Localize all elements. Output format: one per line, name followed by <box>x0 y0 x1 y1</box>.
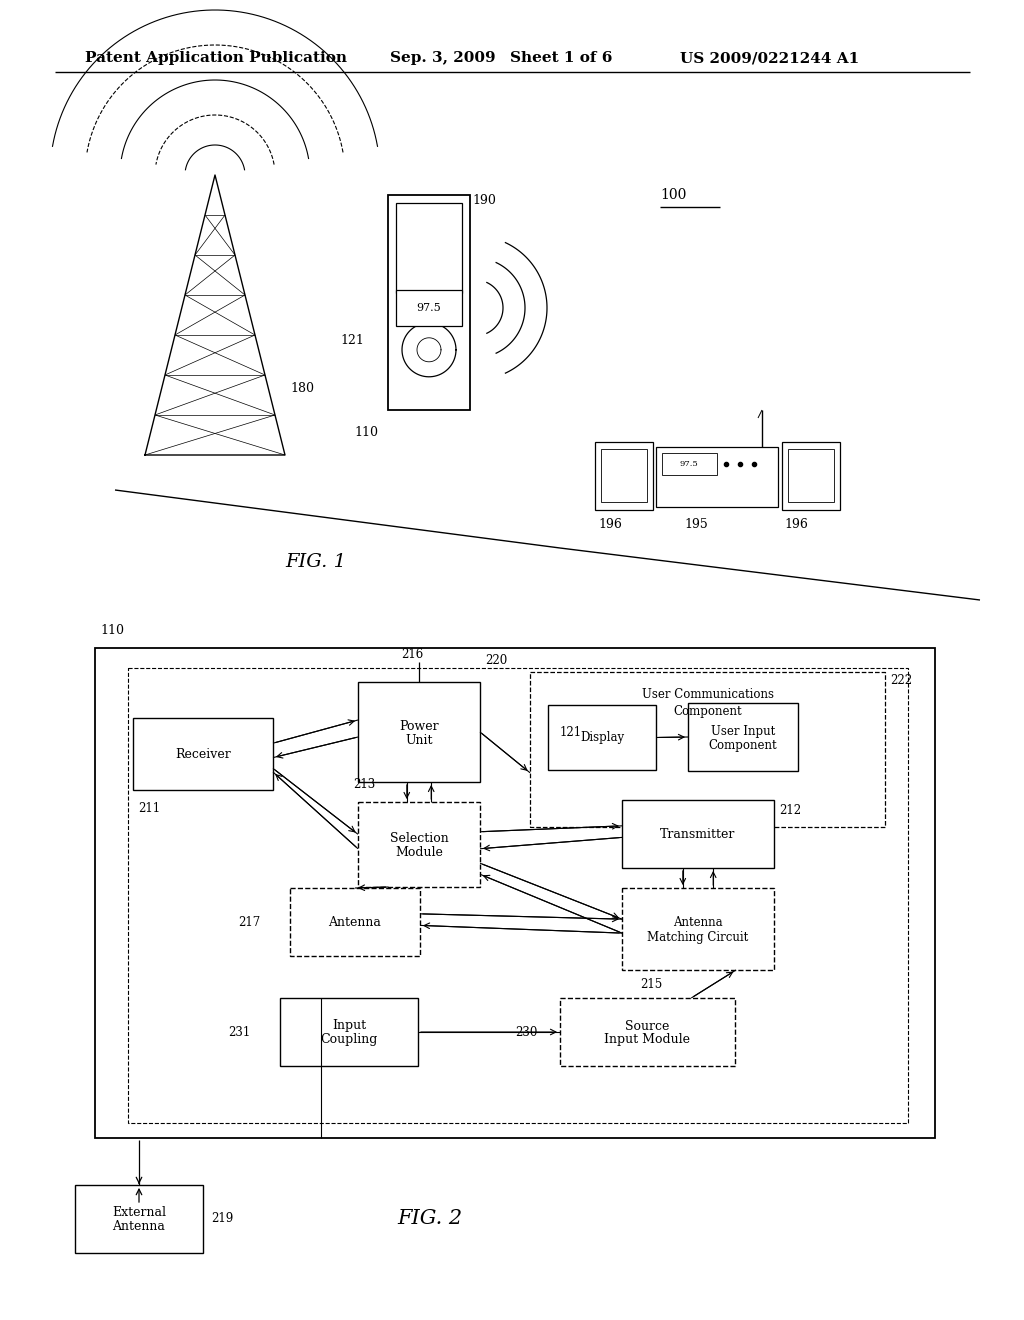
Bar <box>396 203 462 293</box>
Bar <box>622 800 774 869</box>
Text: 222: 222 <box>890 673 912 686</box>
Text: 190: 190 <box>472 194 496 206</box>
Text: Component: Component <box>673 705 741 718</box>
Text: Receiver: Receiver <box>175 747 230 760</box>
Text: 100: 100 <box>660 187 686 202</box>
Bar <box>396 289 462 326</box>
Text: 230: 230 <box>515 1026 538 1039</box>
Bar <box>595 442 653 510</box>
Text: 213: 213 <box>353 777 375 791</box>
Text: Source: Source <box>626 1019 670 1032</box>
Polygon shape <box>145 176 285 455</box>
Text: External: External <box>112 1206 166 1220</box>
Text: Input Module: Input Module <box>604 1034 690 1047</box>
Bar <box>95 648 935 1138</box>
Text: Transmitter: Transmitter <box>660 828 735 841</box>
Text: Sep. 3, 2009: Sep. 3, 2009 <box>390 51 496 65</box>
Text: 196: 196 <box>598 519 622 532</box>
Text: 196: 196 <box>784 519 808 532</box>
Bar <box>358 803 480 887</box>
Text: Antenna: Antenna <box>673 916 723 929</box>
Text: 215: 215 <box>640 978 663 991</box>
Text: Sheet 1 of 6: Sheet 1 of 6 <box>510 51 612 65</box>
Text: 121: 121 <box>340 334 364 346</box>
Text: Coupling: Coupling <box>321 1034 378 1047</box>
Text: 231: 231 <box>228 1026 250 1039</box>
Bar <box>133 718 273 789</box>
Bar <box>656 447 778 507</box>
Text: Power: Power <box>399 719 439 733</box>
Text: 110: 110 <box>100 623 124 636</box>
Bar <box>788 449 834 502</box>
Text: 211: 211 <box>138 801 160 814</box>
Bar <box>280 998 418 1067</box>
Text: Matching Circuit: Matching Circuit <box>647 931 749 944</box>
Bar <box>560 998 735 1067</box>
Text: 121: 121 <box>560 726 582 738</box>
Text: 110: 110 <box>354 425 378 438</box>
Text: 195: 195 <box>684 519 708 532</box>
Bar <box>358 682 480 781</box>
Text: Antenna: Antenna <box>329 916 381 928</box>
Bar <box>388 195 470 411</box>
Text: User Communications: User Communications <box>641 688 773 701</box>
Bar <box>128 668 908 1123</box>
Text: Selection: Selection <box>389 832 449 845</box>
Bar <box>782 442 840 510</box>
Text: Component: Component <box>709 738 777 751</box>
Text: User Input: User Input <box>711 725 775 738</box>
Text: 219: 219 <box>211 1213 233 1225</box>
Bar <box>601 449 647 502</box>
Text: Input: Input <box>332 1019 366 1032</box>
Bar <box>548 705 656 770</box>
Text: Antenna: Antenna <box>113 1221 166 1233</box>
Text: 97.5: 97.5 <box>680 459 698 469</box>
Text: FIG. 2: FIG. 2 <box>397 1209 463 1228</box>
Text: 216: 216 <box>401 648 423 660</box>
Text: Display: Display <box>580 731 624 744</box>
Text: Patent Application Publication: Patent Application Publication <box>85 51 347 65</box>
Text: 220: 220 <box>485 653 507 667</box>
Bar <box>622 888 774 970</box>
Bar <box>662 453 717 475</box>
Bar <box>75 1185 203 1253</box>
Text: 212: 212 <box>779 804 801 817</box>
Text: Unit: Unit <box>406 734 433 747</box>
Bar <box>688 704 798 771</box>
Bar <box>290 888 420 956</box>
Text: 180: 180 <box>290 381 314 395</box>
Text: US 2009/0221244 A1: US 2009/0221244 A1 <box>680 51 859 65</box>
Text: Module: Module <box>395 846 443 859</box>
Text: FIG. 1: FIG. 1 <box>285 553 346 572</box>
Text: 217: 217 <box>238 916 260 928</box>
Bar <box>530 672 885 828</box>
Text: 97.5: 97.5 <box>417 302 441 313</box>
